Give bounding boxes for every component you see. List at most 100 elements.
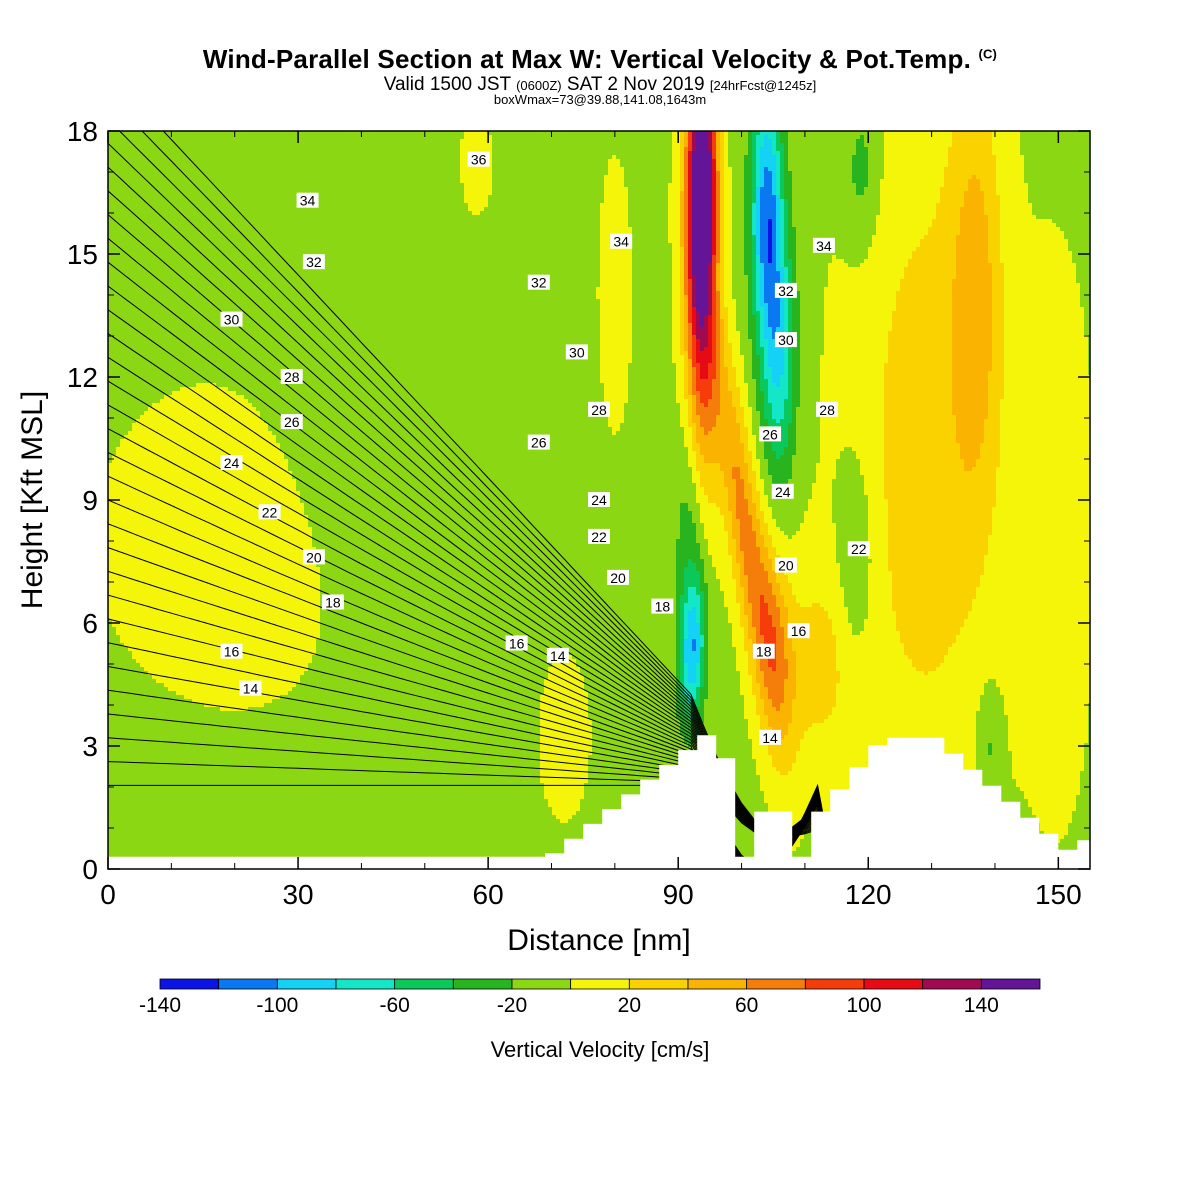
velocity-cell (192, 175, 197, 180)
velocity-cell (412, 147, 417, 152)
velocity-cell (264, 187, 269, 192)
velocity-cell (688, 151, 693, 156)
velocity-cell (496, 143, 501, 148)
velocity-cell (640, 167, 645, 172)
velocity-cell (540, 139, 545, 144)
velocity-cell (292, 179, 297, 184)
velocity-cell (300, 175, 305, 180)
velocity-cell (116, 143, 121, 148)
velocity-cell (936, 167, 941, 172)
velocity-cell (840, 155, 845, 160)
velocity-cell (656, 191, 661, 196)
velocity-cell (872, 135, 877, 140)
velocity-cell (456, 155, 461, 160)
velocity-cell (564, 195, 569, 200)
velocity-cell (876, 163, 881, 168)
velocity-cell (896, 155, 901, 160)
velocity-cell (628, 207, 633, 212)
velocity-cell (464, 135, 469, 140)
velocity-cell (832, 199, 837, 204)
velocity-cell (752, 207, 757, 212)
velocity-cell (832, 159, 837, 164)
velocity-cell (1028, 143, 1033, 148)
velocity-cell (700, 207, 705, 212)
velocity-cell (876, 167, 881, 172)
velocity-cell (500, 159, 505, 164)
velocity-cell (668, 207, 673, 212)
velocity-cell (832, 203, 837, 208)
velocity-cell (692, 179, 697, 184)
velocity-cell (1012, 155, 1017, 160)
velocity-cell (808, 179, 813, 184)
velocity-cell (344, 167, 349, 172)
velocity-cell (516, 199, 521, 204)
velocity-cell (260, 159, 265, 164)
velocity-cell (356, 139, 361, 144)
velocity-cell (1068, 195, 1073, 200)
velocity-cell (776, 199, 781, 204)
velocity-cell (728, 159, 733, 164)
velocity-cell (856, 159, 861, 164)
velocity-cell (880, 167, 885, 172)
velocity-cell (548, 175, 553, 180)
velocity-cell (692, 183, 697, 188)
velocity-cell (588, 159, 593, 164)
velocity-cell (224, 151, 229, 156)
velocity-cell (932, 183, 937, 188)
velocity-cell (380, 151, 385, 156)
velocity-cell (448, 175, 453, 180)
velocity-cell (692, 159, 697, 164)
velocity-cell (800, 175, 805, 180)
velocity-cell (336, 207, 341, 212)
velocity-cell (848, 135, 853, 140)
velocity-cell (196, 179, 201, 184)
velocity-cell (952, 139, 957, 144)
velocity-cell (156, 195, 161, 200)
velocity-cell (640, 151, 645, 156)
velocity-cell (608, 199, 613, 204)
velocity-cell (188, 211, 193, 216)
velocity-cell (256, 167, 261, 172)
velocity-cell (872, 155, 877, 160)
velocity-cell (624, 171, 629, 176)
velocity-cell (576, 163, 581, 168)
velocity-cell (484, 187, 489, 192)
velocity-cell (936, 183, 941, 188)
velocity-cell (1036, 163, 1041, 168)
velocity-cell (496, 195, 501, 200)
velocity-cell (884, 147, 889, 152)
velocity-cell (884, 139, 889, 144)
velocity-cell (516, 151, 521, 156)
velocity-cell (644, 139, 649, 144)
velocity-cell (556, 195, 561, 200)
velocity-cell (504, 167, 509, 172)
velocity-cell (984, 155, 989, 160)
velocity-cell (408, 179, 413, 184)
velocity-cell (628, 183, 633, 188)
velocity-cell (1024, 195, 1029, 200)
velocity-cell (280, 139, 285, 144)
velocity-cell (700, 155, 705, 160)
velocity-cell (640, 187, 645, 192)
velocity-cell (864, 179, 869, 184)
velocity-cell (576, 175, 581, 180)
velocity-cell (192, 199, 197, 204)
velocity-cell (472, 175, 477, 180)
velocity-cell (660, 179, 665, 184)
velocity-cell (236, 175, 241, 180)
velocity-cell (344, 147, 349, 152)
velocity-cell (348, 179, 353, 184)
velocity-cell (180, 179, 185, 184)
velocity-cell (1032, 175, 1037, 180)
velocity-cell (464, 179, 469, 184)
velocity-cell (340, 203, 345, 208)
velocity-cell (772, 203, 777, 208)
velocity-cell (488, 191, 493, 196)
velocity-cell (712, 199, 717, 204)
velocity-cell (176, 199, 181, 204)
velocity-cell (996, 167, 1001, 172)
velocity-cell (1012, 171, 1017, 176)
velocity-cell (276, 203, 281, 208)
velocity-cell (976, 179, 981, 184)
velocity-cell (840, 179, 845, 184)
